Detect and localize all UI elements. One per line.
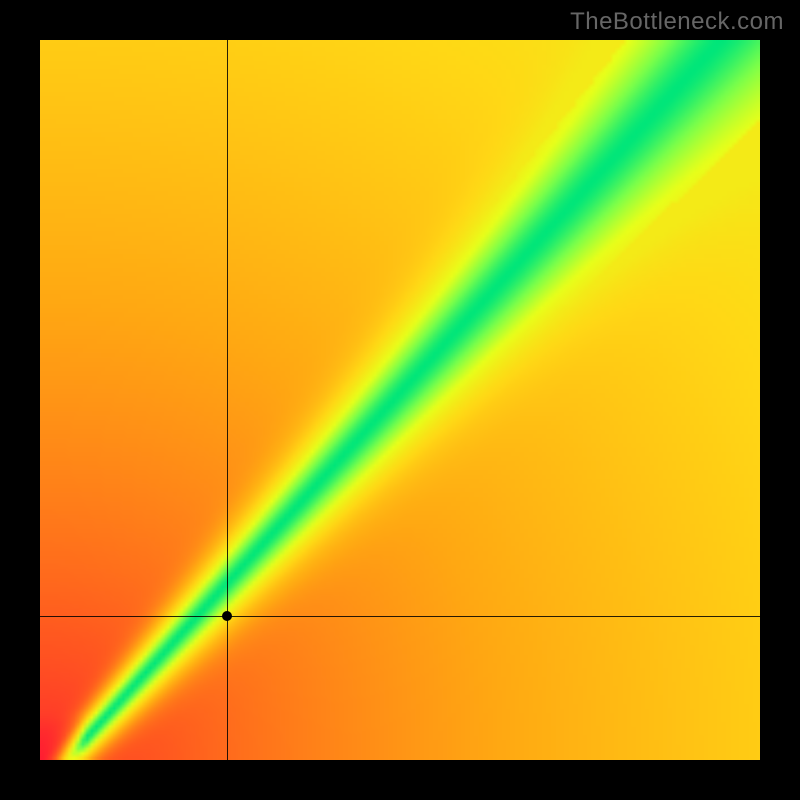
watermark-text: TheBottleneck.com	[570, 8, 784, 36]
crosshair-vertical	[227, 40, 228, 760]
bottleneck-heatmap	[40, 40, 760, 760]
crosshair-marker	[222, 611, 232, 621]
crosshair-horizontal	[40, 616, 760, 617]
heatmap-canvas	[40, 40, 760, 760]
